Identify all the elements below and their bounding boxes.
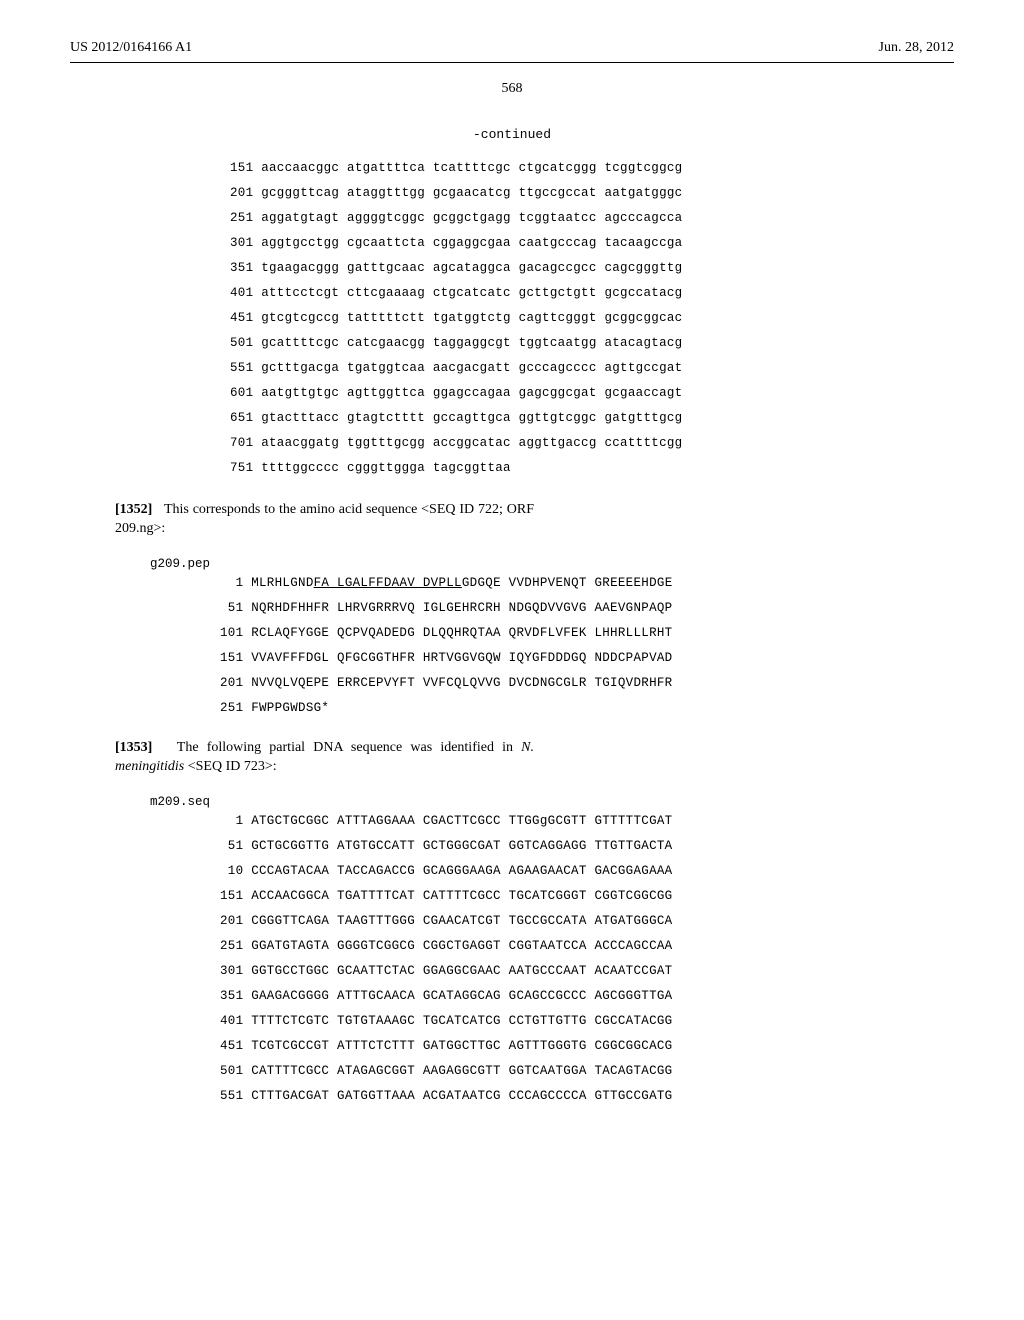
para-text-1353b: <SEQ ID 723>: <box>184 759 276 774</box>
pub-date: Jun. 28, 2012 <box>879 40 954 56</box>
paragraph-1352: [1352] This corresponds to the amino aci… <box>115 501 534 539</box>
dna-sequence-2: 1 ATGCTGCGGC ATTTAGGAAA CGACTTCGCC TTGGg… <box>220 809 954 1109</box>
continued-label: -continued <box>70 127 954 142</box>
para-text-1353a: The following partial DNA sequence was i… <box>177 740 521 755</box>
para-num-1353: [1353] <box>115 740 152 755</box>
dna-sequence-1: 151 aaccaacggc atgattttca tcattttcgc ctg… <box>230 156 954 481</box>
pep-label: g209.pep <box>150 557 954 571</box>
pub-number: US 2012/0164166 A1 <box>70 40 192 56</box>
para-num-1352: [1352] <box>115 502 152 517</box>
page-number: 568 <box>70 81 954 97</box>
seq2-label: m209.seq <box>150 795 954 809</box>
paragraph-1353: [1353] The following partial DNA sequenc… <box>115 739 534 777</box>
header-rule <box>70 62 954 63</box>
peptide-sequence: 1 MLRHLGNDFA LGALFFDAAV DVPLLGDGQE VVDHP… <box>220 571 954 721</box>
para-text-1352: This corresponds to the amino acid seque… <box>115 502 534 536</box>
